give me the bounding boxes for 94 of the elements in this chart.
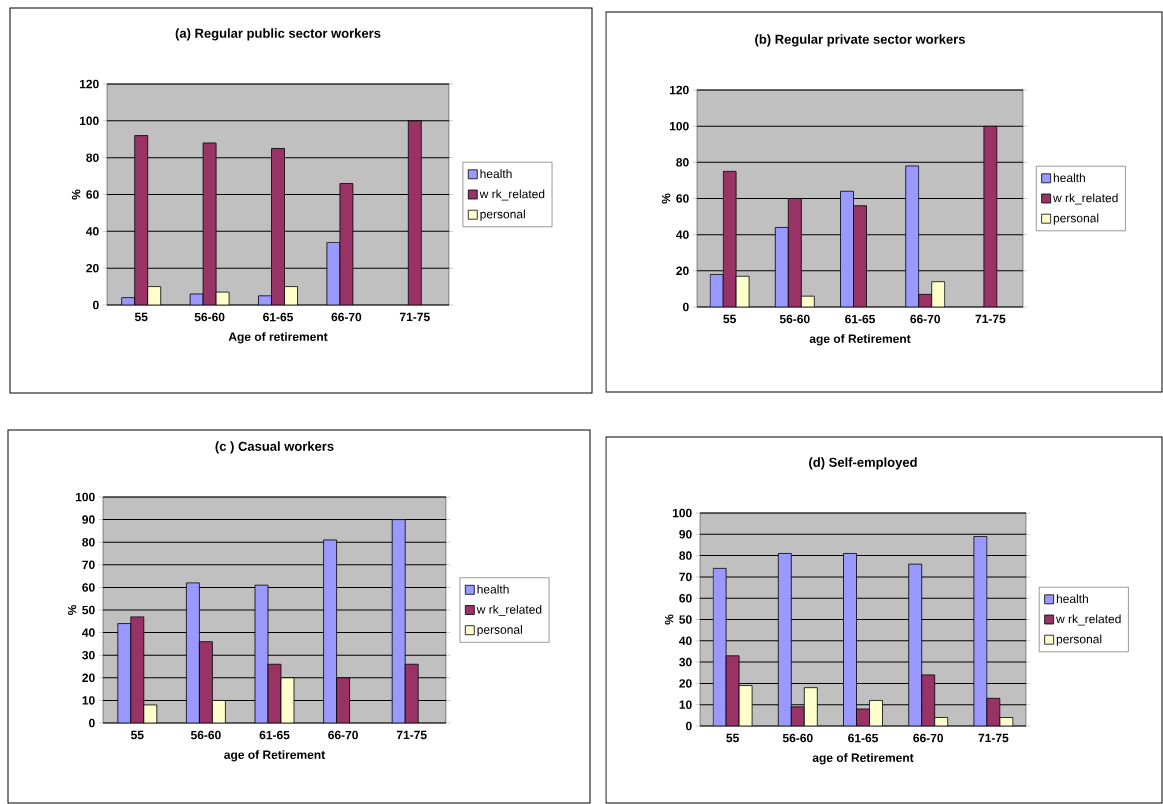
- x-tick-label: 71-75: [978, 733, 1009, 743]
- y-tick-label: 40: [679, 636, 692, 646]
- y-tick-label: 120: [669, 85, 689, 95]
- bar: [840, 190, 854, 307]
- bar: [130, 616, 145, 724]
- legend-label: w rk_related: [1053, 193, 1118, 205]
- x-tick-label: 66-70: [913, 733, 944, 743]
- y-tick-label: 40: [82, 628, 95, 637]
- x-tick-label: 61-65: [845, 314, 876, 324]
- y-tick-label: 30: [82, 650, 95, 660]
- bar: [186, 582, 200, 724]
- y-tick-label: 50: [679, 615, 692, 624]
- legend-label: personal: [480, 209, 525, 221]
- y-tick-label: 0: [93, 300, 99, 310]
- bar: [404, 663, 419, 724]
- y-tick-label: 80: [82, 537, 95, 547]
- x-axis-title: age of Retirement: [812, 753, 914, 765]
- y-tick-label: 20: [676, 266, 689, 276]
- y-tick-label: 60: [679, 593, 692, 603]
- x-tick-label: 71-75: [396, 730, 427, 740]
- x-axis-title: age of Retirement: [809, 334, 911, 346]
- y-tick-label: 0: [683, 302, 689, 312]
- bar: [134, 135, 149, 306]
- x-tick-label: 56-60: [782, 733, 813, 743]
- y-tick-label: 100: [669, 121, 689, 131]
- chart-title: (a) Regular public sector workers: [175, 28, 381, 41]
- y-tick-label: 50: [82, 605, 95, 615]
- y-tick-label: 60: [82, 583, 95, 592]
- y-tick-label: 80: [679, 551, 692, 560]
- legend-label: health: [477, 584, 509, 594]
- y-tick-label: 10: [82, 696, 95, 705]
- bar: [117, 623, 132, 724]
- x-tick-label: 66-70: [910, 314, 941, 324]
- y-tick-label: 20: [679, 679, 692, 688]
- x-tick-label: 61-65: [259, 730, 290, 740]
- x-tick-label: 55: [134, 312, 148, 322]
- bar: [199, 641, 213, 724]
- x-tick-label: 71-75: [399, 312, 430, 322]
- bar: [323, 539, 337, 724]
- y-axis-title: %: [67, 604, 77, 616]
- y-tick-label: 30: [679, 657, 692, 667]
- bar: [407, 120, 422, 306]
- bar: [774, 227, 789, 307]
- x-tick-label: 56-60: [190, 730, 221, 740]
- y-tick-label: 100: [75, 492, 95, 502]
- legend-label: personal: [1056, 634, 1102, 646]
- x-tick-label: 61-65: [263, 312, 293, 322]
- legend-label: health: [1056, 594, 1088, 604]
- x-tick-label: 55: [726, 733, 739, 743]
- y-axis-title: %: [664, 614, 674, 625]
- y-tick-label: 0: [686, 721, 692, 731]
- x-axis-title: age of Retirement: [224, 750, 326, 762]
- y-tick-label: 80: [86, 153, 99, 162]
- y-tick-label: 90: [82, 515, 95, 524]
- legend-label: personal: [477, 625, 522, 637]
- y-tick-label: 70: [82, 560, 95, 570]
- y-tick-label: 40: [86, 227, 99, 236]
- legend-label: w rk_related: [479, 189, 545, 201]
- bar: [271, 148, 285, 306]
- legend-label: personal: [1053, 213, 1099, 225]
- x-tick-label: 56-60: [194, 312, 225, 322]
- x-tick-label: 66-70: [331, 312, 362, 322]
- y-tick-label: 100: [672, 508, 692, 518]
- y-tick-label: 20: [82, 673, 95, 683]
- x-axis-title: Age of retirement: [228, 332, 328, 344]
- x-tick-label: 66-70: [328, 730, 358, 740]
- legend-label: w rk_related: [476, 604, 542, 616]
- bar: [391, 519, 406, 724]
- legend-label: health: [1053, 173, 1085, 183]
- y-tick-label: 40: [676, 230, 689, 239]
- y-tick-label: 60: [86, 190, 99, 199]
- chart-title: (b) Regular private sector workers: [755, 34, 965, 47]
- chart-title: (d) Self-employed: [809, 457, 917, 470]
- y-axis-title: %: [71, 189, 81, 200]
- y-tick-label: 10: [679, 700, 692, 709]
- x-tick-label: 71-75: [975, 314, 1006, 324]
- y-tick-label: 0: [89, 718, 95, 728]
- y-tick-label: 80: [676, 158, 689, 167]
- y-tick-label: 90: [679, 530, 692, 539]
- y-tick-label: 60: [676, 194, 689, 203]
- bar: [905, 165, 920, 307]
- legend-label: health: [480, 169, 512, 179]
- legend-label: w rk_related: [1056, 614, 1121, 626]
- y-axis-title: %: [661, 193, 671, 204]
- y-tick-label: 70: [679, 572, 692, 582]
- chart-title: (c ) Casual workers: [215, 441, 334, 454]
- y-tick-label: 120: [79, 79, 99, 89]
- x-tick-label: 55: [723, 314, 736, 324]
- x-tick-label: 55: [131, 730, 144, 740]
- y-tick-label: 20: [86, 263, 99, 273]
- y-tick-label: 100: [79, 116, 99, 126]
- bar: [336, 677, 350, 724]
- x-tick-label: 61-65: [848, 733, 879, 743]
- x-tick-label: 56-60: [779, 314, 810, 324]
